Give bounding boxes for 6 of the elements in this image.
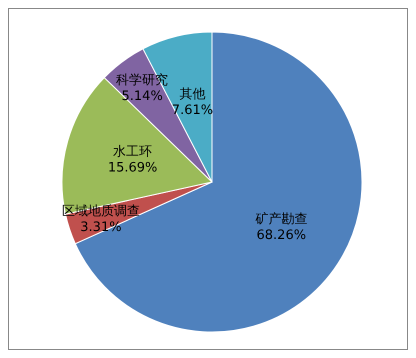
data-label: 15.69% xyxy=(108,160,158,176)
data-label: 5.14% xyxy=(122,89,163,104)
slice-label: 矿产勘查 xyxy=(254,212,308,227)
data-label: 68.26% xyxy=(256,228,306,243)
slice-label: 其他 xyxy=(179,86,206,102)
slice-label: 水工环 xyxy=(113,144,152,160)
